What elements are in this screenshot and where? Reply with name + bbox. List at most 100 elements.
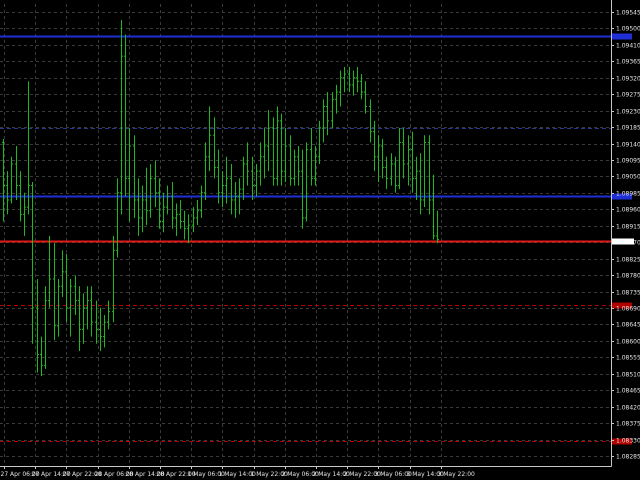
- price-tick-label: 1.09185: [616, 125, 640, 132]
- price-tick-label: 1.08780: [616, 273, 640, 280]
- price-bar: [331, 92, 334, 129]
- price-tick-label: 1.09365: [616, 59, 640, 66]
- price-tick-label: 1.08330: [616, 438, 640, 445]
- price-bar: [40, 336, 43, 377]
- support-level-marker: [612, 438, 632, 445]
- price-tick-label: 1.08600: [616, 339, 640, 346]
- price-bar: [23, 192, 26, 236]
- price-tick-label: 1.08645: [616, 322, 640, 329]
- price-bar: [78, 286, 81, 351]
- price-tick-label: 1.08985: [616, 191, 640, 198]
- price-bar: [221, 171, 224, 208]
- price-bar: [137, 178, 140, 236]
- price-bar: [293, 149, 296, 186]
- price-bar: [6, 171, 9, 215]
- price-bar: [183, 210, 186, 240]
- price-bar: [31, 181, 34, 344]
- resistance-level-marker: [612, 193, 632, 200]
- price-bar: [158, 178, 161, 229]
- price-bar: [289, 135, 292, 186]
- price-bar: [381, 138, 384, 179]
- price-bar: [175, 203, 178, 236]
- price-bar: [95, 300, 98, 344]
- price-bar: [238, 178, 241, 215]
- price-bar: [61, 250, 64, 298]
- price-bar: [69, 279, 72, 337]
- price-tick-label: 1.08690: [616, 306, 640, 313]
- price-bar: [187, 214, 190, 244]
- price-bar: [36, 279, 39, 373]
- price-bar: [251, 156, 254, 200]
- price-bar: [154, 160, 157, 208]
- price-bar: [411, 131, 414, 193]
- price-bar: [419, 153, 422, 215]
- price-bar: [407, 135, 410, 186]
- price-bar: [99, 307, 102, 351]
- price-tick-label: 1.09275: [616, 92, 640, 99]
- price-bar: [27, 81, 30, 215]
- price-bar: [436, 210, 439, 244]
- time-tick-label: 28 Apr 14:00: [126, 471, 165, 478]
- price-bar: [82, 293, 85, 344]
- price-bar: [10, 156, 13, 204]
- price-tick-label: 1.08375: [616, 421, 640, 428]
- price-bar: [301, 149, 304, 229]
- price-tick-label: 1.09050: [616, 174, 640, 181]
- price-bar: [272, 117, 275, 186]
- price-bar: [343, 66, 346, 93]
- price-bar: [86, 286, 89, 330]
- price-tick-label: 1.09140: [616, 142, 640, 149]
- price-bar: [360, 74, 363, 100]
- price-bar: [364, 81, 367, 114]
- price-bar: [103, 314, 106, 348]
- price-bar: [225, 156, 228, 204]
- price-bar: [200, 185, 203, 218]
- price-bar: [145, 167, 148, 226]
- price-bar: [57, 279, 60, 337]
- price-bar: [322, 99, 325, 143]
- price-bar: [267, 110, 270, 172]
- time-tick-label: 28 Apr 06:00: [95, 471, 134, 478]
- price-bar: [179, 199, 182, 229]
- price-tick-label: 1.09320: [616, 76, 640, 83]
- price-bar: [428, 135, 431, 215]
- chart-grid: [0, 0, 612, 467]
- price-bar: [242, 156, 245, 200]
- price-bar: [162, 192, 165, 233]
- price-tick-label: 1.08510: [616, 372, 640, 379]
- price-bar: [255, 163, 258, 197]
- resistance-level-marker: [612, 33, 632, 40]
- price-tick-label: 1.08735: [616, 290, 640, 297]
- price-bar: [213, 117, 216, 179]
- price-bar: [149, 163, 152, 218]
- price-axis: 1.09545 1.09500 1.09410 1.09365 1.09320 1.092…: [611, 10, 640, 461]
- price-bar: [423, 135, 426, 208]
- time-tick-label: 1 May 06:00: [188, 471, 226, 478]
- price-bar: [373, 120, 376, 172]
- price-bar: [217, 149, 220, 204]
- price-bar: [166, 185, 169, 215]
- price-bar: [318, 120, 321, 164]
- time-tick-label: 2 May 22:00: [344, 471, 382, 478]
- price-bar: [352, 70, 355, 96]
- price-bar: [335, 84, 338, 114]
- time-tick-label: 2 May 06:00: [282, 471, 320, 478]
- price-tick-label: 1.09410: [616, 43, 640, 50]
- current-price-marker: [612, 238, 634, 245]
- price-bar: [192, 207, 195, 233]
- price-bar: [263, 128, 266, 179]
- price-bar: [120, 20, 123, 215]
- price-bar: [90, 286, 93, 337]
- price-bar: [116, 178, 119, 258]
- price-bar: [402, 128, 405, 179]
- price-bar: [259, 142, 262, 186]
- price-bar: [276, 106, 279, 186]
- price-tick-label: 1.09500: [616, 26, 640, 33]
- price-bar: [234, 181, 237, 218]
- price-tick-label: 1.08420: [616, 405, 640, 412]
- price-bar: [74, 275, 77, 315]
- price-tick-label: 1.08465: [616, 388, 640, 395]
- price-tick-label: 1.08960: [616, 207, 640, 214]
- time-tick-label: 28 Apr 22:00: [157, 471, 196, 478]
